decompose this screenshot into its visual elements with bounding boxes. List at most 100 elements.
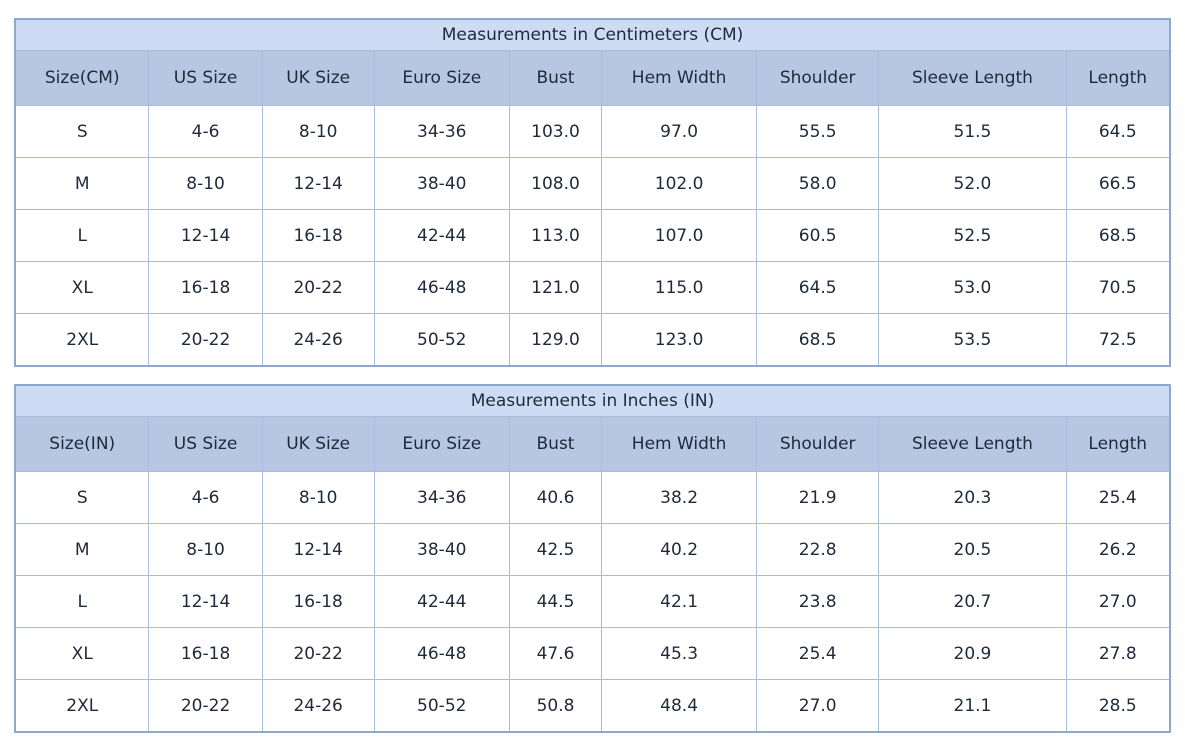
measurement-cell: 42.1 — [601, 575, 757, 628]
measurement-cell: 38-40 — [373, 523, 510, 576]
measurement-cell: 46-48 — [373, 261, 510, 314]
measurement-cell: 113.0 — [508, 209, 603, 262]
measurement-cell: 20.5 — [878, 523, 1067, 576]
measurement-cell: 70.5 — [1065, 261, 1171, 314]
size-label-cell: 2XL — [14, 313, 150, 367]
measurement-cell: 68.5 — [755, 313, 880, 367]
measurement-cell: 16-18 — [148, 627, 263, 680]
measurement-cell: 44.5 — [508, 575, 603, 628]
measurement-cell: 123.0 — [601, 313, 757, 367]
measurement-cell: 20.3 — [878, 471, 1067, 524]
cm-table-row-2xl: 2XL 20-22 24-26 50-52 129.0 123.0 68.5 53.5 72.5 — [14, 313, 1171, 367]
measurement-cell: 8-10 — [148, 157, 263, 210]
measurement-cell: 115.0 — [601, 261, 757, 314]
column-header-shoulder: Shoulder — [755, 416, 880, 472]
measurement-cell: 45.3 — [601, 627, 757, 680]
cm-table-row-xl: XL 16-18 20-22 46-48 121.0 115.0 64.5 53.0 70.5 — [14, 261, 1171, 314]
measurement-cell: 42.5 — [508, 523, 603, 576]
cm-table-title: Measurements in Centimeters (CM) — [14, 18, 1171, 51]
measurement-cell: 53.5 — [878, 313, 1067, 367]
size-label-cell: L — [14, 209, 150, 262]
measurement-cell: 50-52 — [373, 313, 510, 367]
measurement-cell: 58.0 — [755, 157, 880, 210]
measurement-cell: 53.0 — [878, 261, 1067, 314]
measurement-cell: 20-22 — [261, 261, 375, 314]
measurement-cell: 21.1 — [878, 679, 1067, 733]
column-header-size-cm: Size(CM) — [14, 50, 150, 106]
measurement-cell: 40.6 — [508, 471, 603, 524]
column-header-bust: Bust — [508, 50, 603, 106]
measurement-cell: 52.5 — [878, 209, 1067, 262]
measurement-cell: 108.0 — [508, 157, 603, 210]
size-label-cell: M — [14, 523, 150, 576]
measurement-cell: 47.6 — [508, 627, 603, 680]
measurement-cell: 16-18 — [261, 575, 375, 628]
measurement-cell: 40.2 — [601, 523, 757, 576]
column-header-sleeve-length: Sleeve Length — [878, 50, 1067, 106]
measurement-cell: 97.0 — [601, 105, 757, 158]
measurement-cell: 23.8 — [755, 575, 880, 628]
measurement-cell: 50-52 — [373, 679, 510, 733]
measurement-cell: 20-22 — [148, 313, 263, 367]
cm-size-table: Measurements in Centimeters (CM) Size(CM)… — [14, 18, 1171, 367]
measurement-cell: 52.0 — [878, 157, 1067, 210]
measurement-cell: 46-48 — [373, 627, 510, 680]
column-header-euro-size: Euro Size — [373, 50, 510, 106]
column-header-euro-size: Euro Size — [373, 416, 510, 472]
measurement-cell: 51.5 — [878, 105, 1067, 158]
column-header-length: Length — [1065, 416, 1171, 472]
measurement-cell: 55.5 — [755, 105, 880, 158]
measurement-cell: 129.0 — [508, 313, 603, 367]
column-header-bust: Bust — [508, 416, 603, 472]
measurement-cell: 38-40 — [373, 157, 510, 210]
measurement-cell: 72.5 — [1065, 313, 1171, 367]
measurement-cell: 28.5 — [1065, 679, 1171, 733]
measurement-cell: 20.9 — [878, 627, 1067, 680]
column-header-uk-size: UK Size — [261, 50, 375, 106]
measurement-cell: 25.4 — [755, 627, 880, 680]
measurement-cell: 8-10 — [261, 105, 375, 158]
in-table-row-s: S 4-6 8-10 34-36 40.6 38.2 21.9 20.3 25.4 — [14, 471, 1171, 524]
measurement-cell: 8-10 — [261, 471, 375, 524]
measurement-cell: 66.5 — [1065, 157, 1171, 210]
in-table-row-xl: XL 16-18 20-22 46-48 47.6 45.3 25.4 20.9 27.8 — [14, 627, 1171, 680]
measurement-cell: 107.0 — [601, 209, 757, 262]
measurement-cell: 20.7 — [878, 575, 1067, 628]
measurement-cell: 12-14 — [148, 209, 263, 262]
measurement-cell: 21.9 — [755, 471, 880, 524]
cm-table-row-l: L 12-14 16-18 42-44 113.0 107.0 60.5 52.5 68.5 — [14, 209, 1171, 262]
size-label-cell: XL — [14, 627, 150, 680]
measurement-cell: 4-6 — [148, 471, 263, 524]
measurement-cell: 8-10 — [148, 523, 263, 576]
in-table-row-m: M 8-10 12-14 38-40 42.5 40.2 22.8 20.5 26.2 — [14, 523, 1171, 576]
column-header-size-in: Size(IN) — [14, 416, 150, 472]
measurement-cell: 16-18 — [261, 209, 375, 262]
size-label-cell: 2XL — [14, 679, 150, 733]
column-header-us-size: US Size — [148, 416, 263, 472]
measurement-cell: 24-26 — [261, 679, 375, 733]
measurement-cell: 24-26 — [261, 313, 375, 367]
size-label-cell: S — [14, 105, 150, 158]
measurement-cell: 12-14 — [148, 575, 263, 628]
measurement-cell: 102.0 — [601, 157, 757, 210]
measurement-cell: 103.0 — [508, 105, 603, 158]
size-label-cell: XL — [14, 261, 150, 314]
measurement-cell: 42-44 — [373, 209, 510, 262]
measurement-cell: 64.5 — [1065, 105, 1171, 158]
measurement-cell: 27.0 — [755, 679, 880, 733]
size-label-cell: M — [14, 157, 150, 210]
measurement-cell: 64.5 — [755, 261, 880, 314]
measurement-cell: 25.4 — [1065, 471, 1171, 524]
in-table-row-2xl: 2XL 20-22 24-26 50-52 50.8 48.4 27.0 21.1 28.5 — [14, 679, 1171, 733]
in-size-table: Measurements in Inches (IN) Size(IN) US Si… — [14, 384, 1171, 733]
size-tables-container: Measurements in Centimeters (CM) Size(CM)… — [14, 18, 1171, 733]
measurement-cell: 20-22 — [261, 627, 375, 680]
measurement-cell: 68.5 — [1065, 209, 1171, 262]
column-header-hem-width: Hem Width — [601, 416, 757, 472]
measurement-cell: 16-18 — [148, 261, 263, 314]
measurement-cell: 26.2 — [1065, 523, 1171, 576]
in-table-title: Measurements in Inches (IN) — [14, 384, 1171, 417]
size-label-cell: L — [14, 575, 150, 628]
measurement-cell: 34-36 — [373, 105, 510, 158]
